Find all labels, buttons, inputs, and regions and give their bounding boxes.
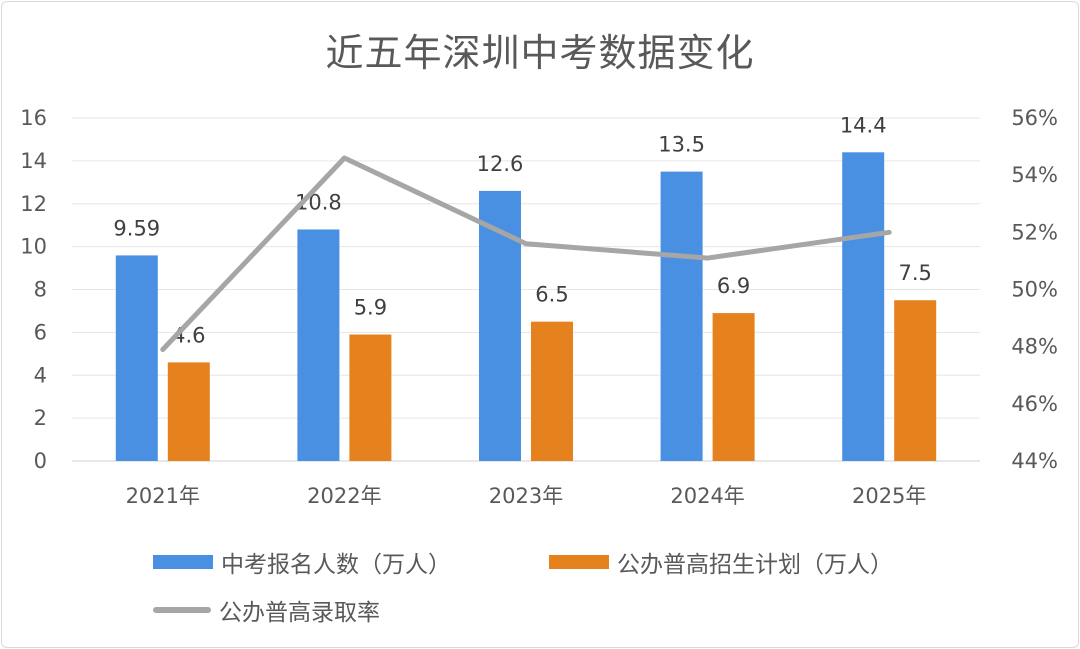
- data-label: 9.59: [113, 216, 160, 240]
- data-label: 13.5: [658, 133, 705, 157]
- bar-enrollment: [297, 229, 340, 461]
- y-right-tick-label: 50%: [1011, 278, 1058, 302]
- data-label: 5.9: [354, 296, 387, 320]
- bar-admission-plan: [894, 300, 937, 461]
- legend-swatch-enrollment: [153, 555, 213, 569]
- legend-label-enrollment: 中考报名人数（万人）: [221, 552, 451, 578]
- y-right-tick-label: 54%: [1011, 163, 1058, 187]
- bar-admission-plan: [167, 362, 210, 461]
- legend-label-admission-plan: 公办普高招生计划（万人）: [617, 552, 893, 578]
- chart-title: 近五年深圳中考数据变化: [325, 31, 755, 75]
- data-label: 7.5: [898, 261, 931, 285]
- line-admission-rate: [160, 155, 892, 353]
- x-category-label: 2021年: [126, 484, 200, 508]
- y-left-tick-label: 4: [34, 363, 47, 387]
- y-left-tick-label: 0: [34, 449, 47, 473]
- data-label: 6.9: [717, 274, 750, 298]
- bar-admission-plan: [712, 313, 755, 461]
- bar-admission-plan: [531, 321, 573, 461]
- x-category-label: 2023年: [489, 484, 563, 508]
- bar-admission-plan: [349, 334, 392, 461]
- y-right-tick-label: 48%: [1011, 335, 1058, 359]
- data-label: 12.6: [477, 152, 524, 176]
- legend-swatch-admission-rate: [153, 607, 211, 613]
- y-left-tick-label: 16: [20, 106, 47, 130]
- y-left-tick-label: 8: [34, 278, 47, 302]
- bar-enrollment: [115, 255, 158, 461]
- y-left-tick-label: 10: [20, 235, 47, 259]
- x-category-label: 2025年: [852, 484, 926, 508]
- y-right-tick-label: 44%: [1011, 449, 1058, 473]
- data-label: 6.5: [535, 283, 568, 307]
- bar-enrollment: [842, 152, 885, 462]
- data-label: 14.4: [840, 113, 887, 137]
- y-left-tick-label: 14: [20, 149, 47, 173]
- legend-item-admission-rate: 公办普高录取率: [153, 593, 380, 627]
- x-category-label: 2024年: [670, 484, 744, 508]
- bar-enrollment: [660, 171, 703, 461]
- legend-item-enrollment: 中考报名人数（万人）: [153, 545, 451, 579]
- legend-label-admission-rate: 公办普高录取率: [219, 600, 380, 626]
- y-right-tick-label: 52%: [1011, 220, 1058, 244]
- y-right-tick-label: 46%: [1011, 392, 1058, 416]
- y-left-tick-label: 6: [34, 320, 47, 344]
- y-left-tick-label: 12: [20, 192, 47, 216]
- legend-swatch-admission-plan: [549, 555, 609, 569]
- y-left-tick-label: 2: [34, 406, 47, 430]
- y-right-tick-label: 56%: [1011, 106, 1058, 130]
- x-category-label: 2022年: [307, 484, 381, 508]
- legend-item-admission-plan: 公办普高招生计划（万人）: [549, 545, 893, 579]
